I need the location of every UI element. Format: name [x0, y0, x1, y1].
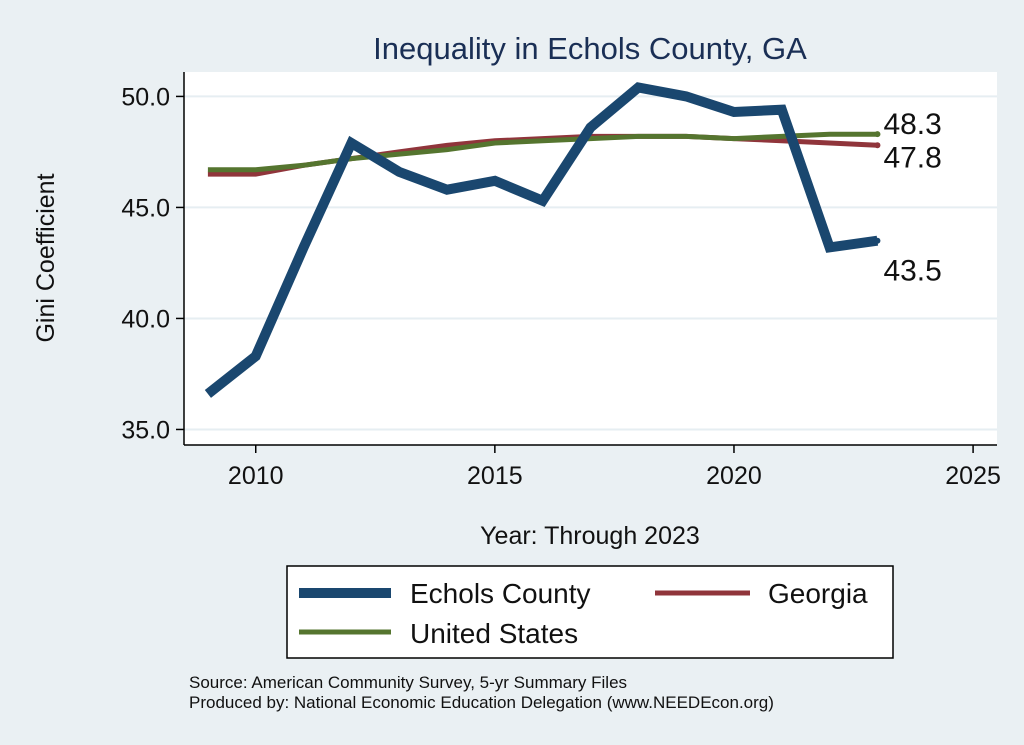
y-tick-label: 50.0: [121, 83, 170, 111]
y-tick-label: 40.0: [121, 305, 170, 333]
y-tick-label: 45.0: [121, 194, 170, 222]
source-note: Source: American Community Survey, 5-yr …: [189, 673, 627, 692]
y-axis-title: Gini Coefficient: [32, 173, 60, 342]
axes: [176, 72, 997, 453]
legend-label-united-states: United States: [410, 618, 578, 649]
legend: Echols County Georgia United States: [286, 565, 894, 659]
y-tick-label: 35.0: [121, 416, 170, 444]
legend-box: [286, 565, 894, 659]
series: 43.5 47.848.3: [204, 82, 942, 398]
series-line-united-states: [207, 131, 878, 173]
end-label-georgia: 47.8: [883, 141, 941, 174]
end-label-echols-county: 43.5: [883, 255, 941, 288]
x-tick-label: 2025: [945, 462, 1001, 490]
tick-labels: 35.0 40.0 45.0 50.0 2010 2015 2020 2025: [121, 83, 1001, 490]
end-point-united-states: [874, 131, 881, 138]
x-axis-title: Year: Through 2023: [480, 522, 700, 550]
producer-note: Produced by: National Economic Education…: [189, 693, 774, 712]
end-point-georgia: [874, 142, 881, 149]
legend-label-echols-county: Echols County: [410, 578, 591, 609]
end-label-united-states: 48.3: [883, 108, 941, 141]
x-tick-label: 2010: [228, 462, 284, 490]
legend-label-georgia: Georgia: [768, 578, 868, 609]
x-tick-label: 2015: [467, 462, 523, 490]
end-point-echols-county: [874, 237, 881, 244]
chart-title: Inequality in Echols County, GA: [373, 31, 807, 66]
x-tick-label: 2020: [706, 462, 762, 490]
series-line-echols-county: [204, 82, 879, 398]
